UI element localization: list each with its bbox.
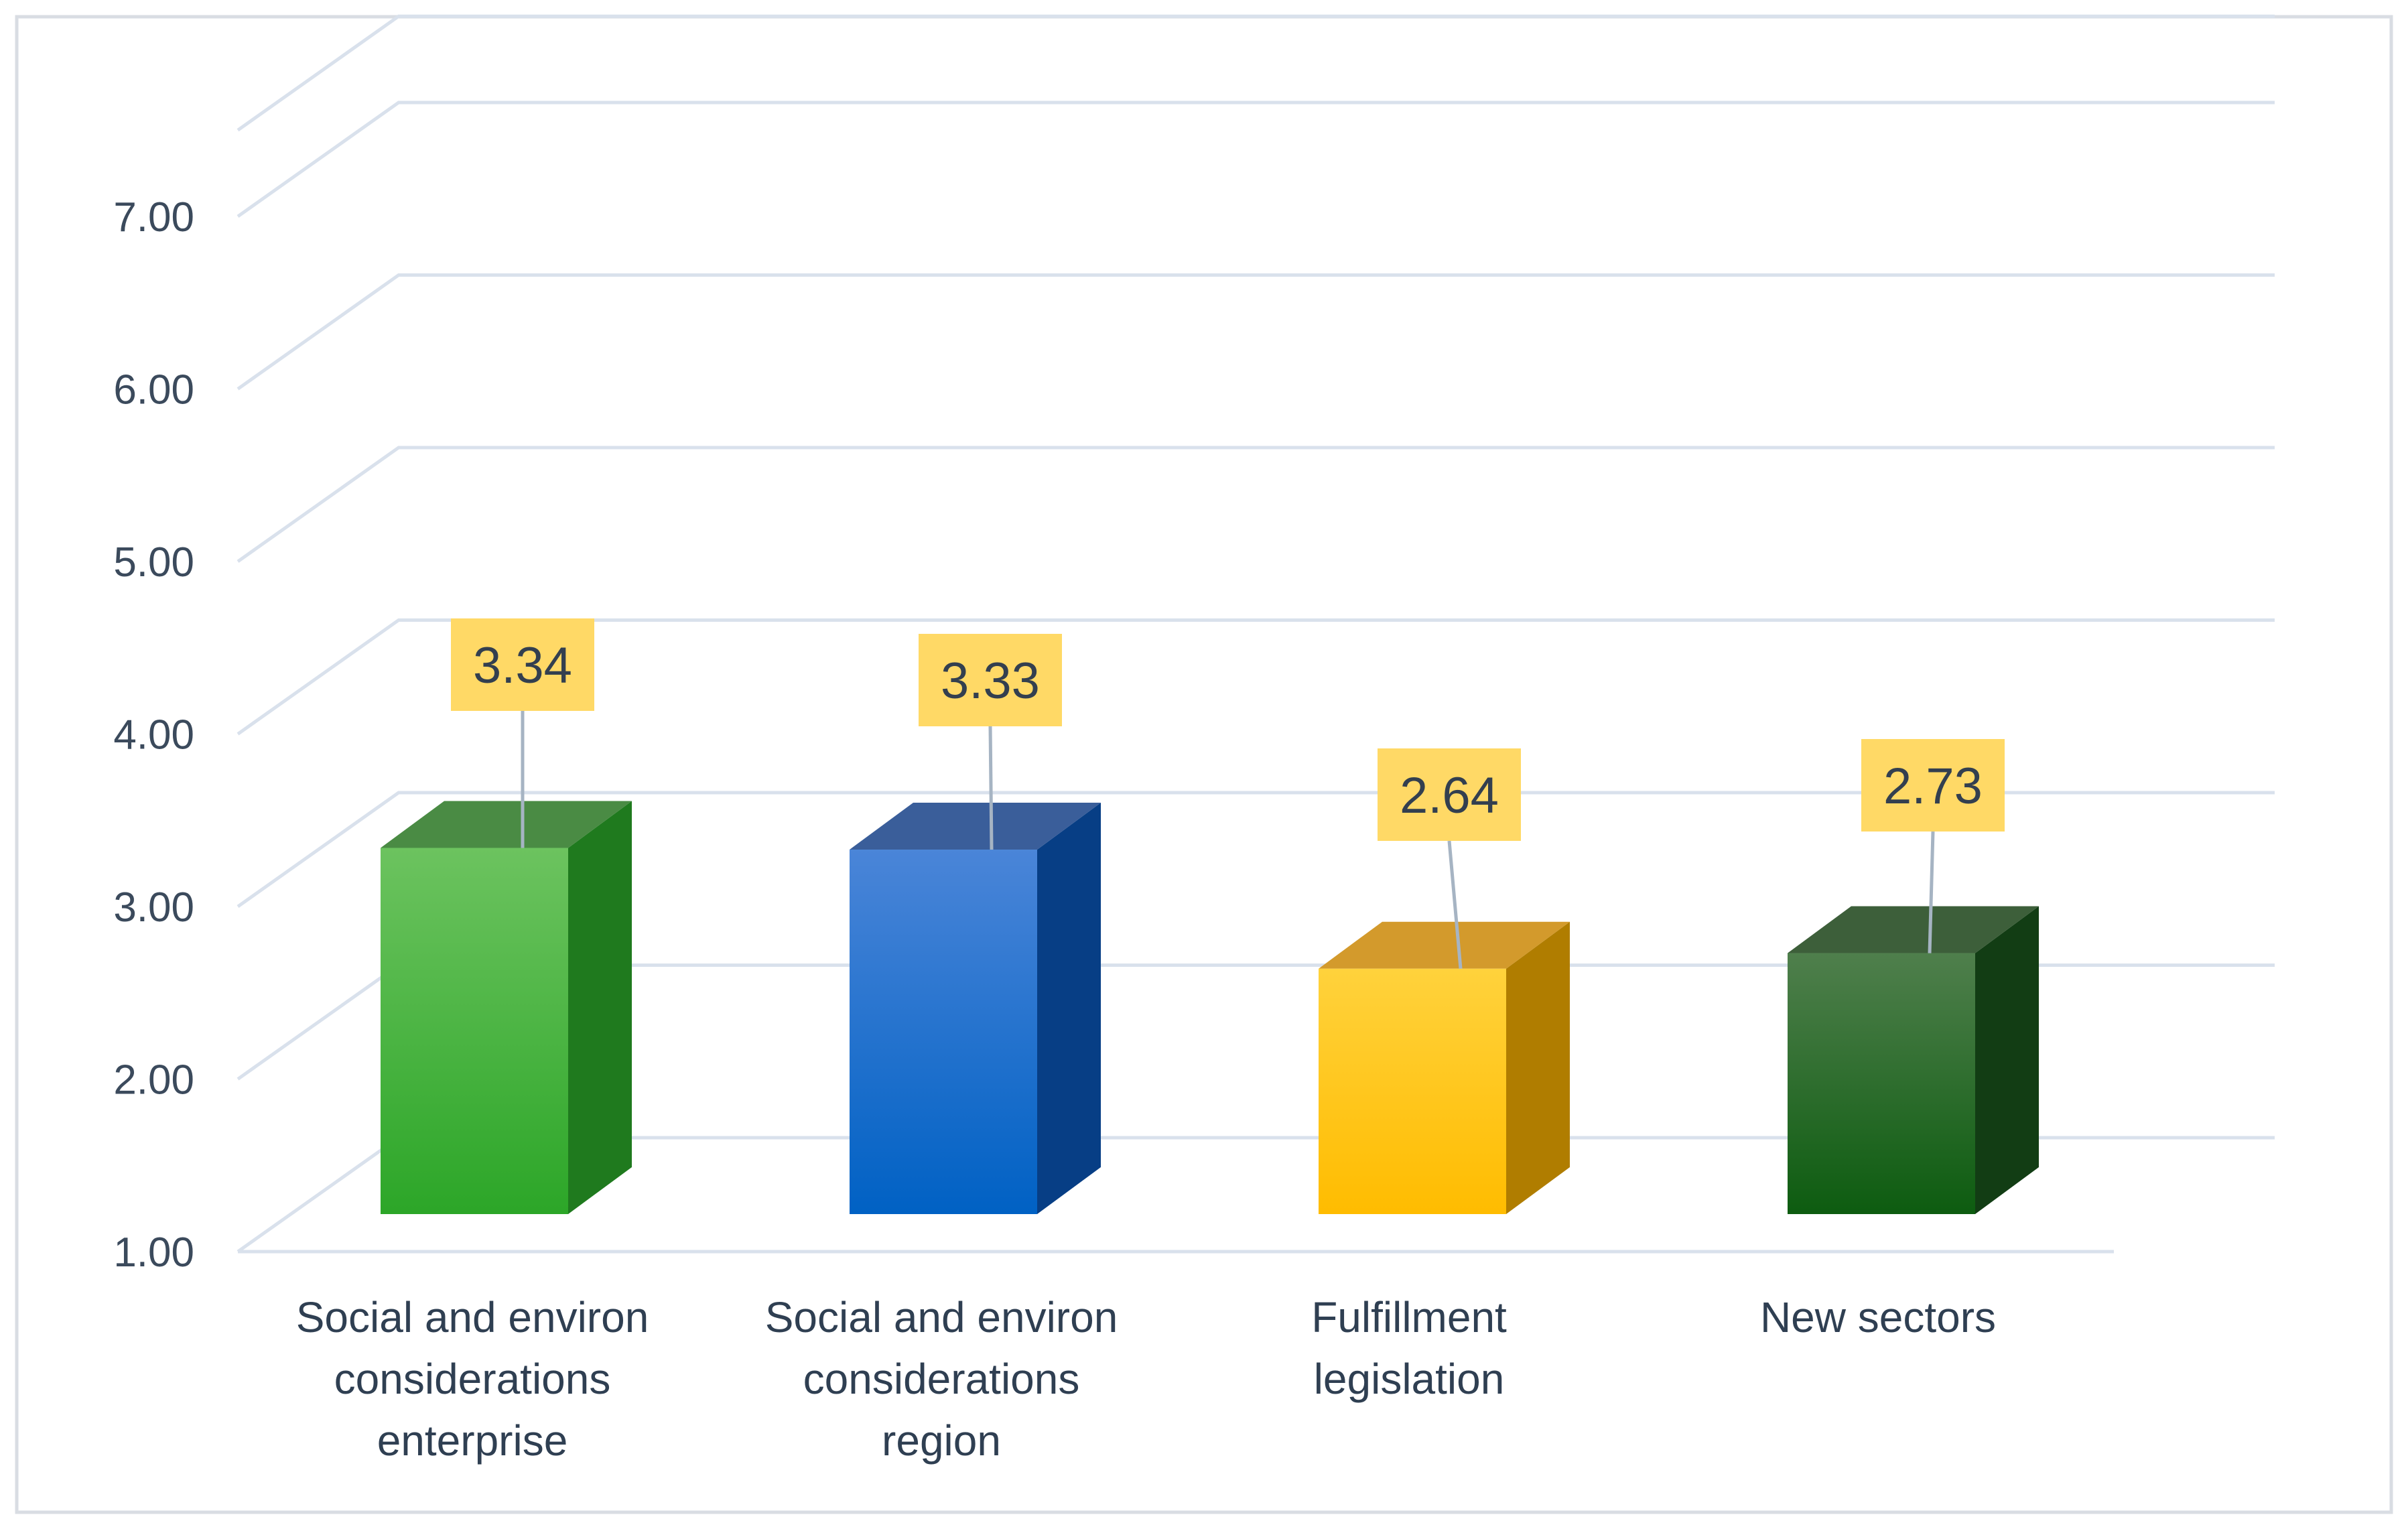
data-label-box [451,618,594,711]
x-category-label-3: Fulfillment legislation [1311,1293,1507,1403]
bar-front [381,848,568,1214]
bar-1 [381,801,632,1214]
bar-2 [850,803,1101,1214]
x-tick-label-line: region [882,1416,1001,1465]
data-label-text: 2.73 [1883,758,1983,815]
bar-top [850,803,1101,850]
gridline [237,791,2275,909]
data-label-3: 2.64 [1378,748,1521,969]
x-category-label-2: Social and environ considerations region [765,1293,1118,1465]
bar-side [1506,921,1570,1214]
bar-top [1319,921,1570,969]
x-category-label-1: Social and environ considerations enterpri… [296,1293,649,1465]
leader-line [1447,840,1463,969]
bar-front [850,850,1037,1214]
bar-front [1788,953,1975,1214]
data-label-box [1861,739,2005,832]
bar-4 [1788,906,2039,1214]
bars [381,801,2039,1214]
gridlines [237,14,2275,1254]
bar-3 [1319,921,1570,1214]
x-tick-label-line: Social and environ [765,1293,1118,1341]
x-category-label-4: New sectors [1760,1293,1996,1341]
bar-side [1037,803,1101,1214]
x-tick-label-line: legislation [1314,1355,1505,1403]
y-tick-label: 1.00 [113,1229,194,1276]
x-tick-label-line: considerations [334,1355,611,1403]
y-tick-label: 3.00 [113,884,194,931]
bar-top [381,801,632,848]
x-tick-label-line: enterprise [377,1416,568,1465]
leader-line [988,726,994,850]
gridline [237,446,2275,563]
x-axis: Social and environ considerations enterpri… [296,1293,1996,1465]
y-tick-label: 6.00 [113,367,194,413]
data-label-text: 3.34 [473,637,572,694]
y-tick-label: 4.00 [113,712,194,758]
y-tick-label: 2.00 [113,1057,194,1104]
gridline [237,101,2275,218]
bar-top [1788,906,2039,953]
chart-border [15,15,2393,1514]
data-label-1: 3.34 [451,618,594,848]
gridline [237,273,2275,391]
data-label-4: 2.73 [1861,739,2005,953]
bar-side [568,801,632,1214]
bar-side [1975,906,2039,1214]
gridline [237,14,2275,132]
y-tick-label: 5.00 [113,539,194,586]
data-label-2: 3.33 [919,634,1062,850]
gridline [237,618,2275,736]
data-label-box [919,634,1062,726]
y-tick-label: 7.00 [113,194,194,241]
x-tick-label-line: Social and environ [296,1293,649,1341]
data-label-box [1378,748,1521,841]
x-tick-label-line: New sectors [1760,1293,1996,1341]
leader-line [1928,831,1935,953]
bar-front [1319,968,1506,1214]
x-tick-label-line: considerations [803,1355,1080,1403]
x-tick-label-line: Fulfillment [1311,1293,1507,1341]
data-label-text: 3.33 [941,653,1040,710]
data-labels: 3.34 3.33 2.64 2.73 [451,618,2005,969]
data-label-text: 2.64 [1400,767,1499,824]
y-axis: 1.00 2.00 3.00 4.00 5.00 6.00 7.00 [113,194,194,1276]
